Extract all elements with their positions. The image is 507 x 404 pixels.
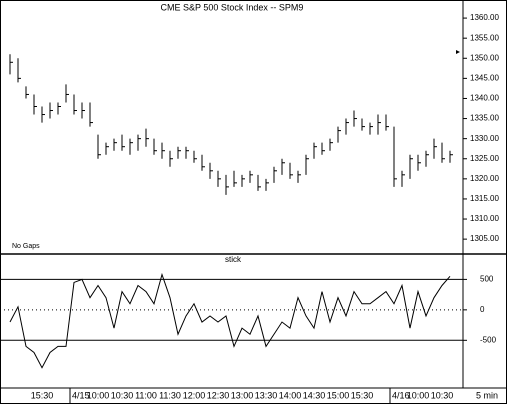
y-tick-label: 1305.00 (470, 234, 499, 243)
x-tick-label: 11:30 (159, 390, 181, 400)
chart-title: CME S&P 500 Stock Index -- SPM9 (161, 2, 304, 12)
indicator-line (9, 272, 451, 369)
x-tick-label: 10:30 (431, 390, 454, 400)
y-tick-label: 1360.00 (470, 13, 499, 22)
y-tick-label: 1310.00 (470, 214, 499, 223)
panel-title: stick (225, 255, 242, 264)
x-tick-label: 14:00 (279, 390, 302, 400)
y-tick-label: 1320.00 (470, 174, 499, 183)
x-axis-unit: 5 min (476, 390, 498, 400)
note: No Gaps (12, 243, 40, 250)
x-tick-label: 15:30 (31, 390, 54, 400)
x-tick-label: 13:00 (231, 390, 254, 400)
y-tick-label: 0 (480, 305, 485, 314)
y-tick-label: 1330.00 (470, 134, 499, 143)
y-tick-label: 1315.00 (470, 194, 499, 203)
last-price-arrow (456, 50, 460, 54)
y-tick-label: 500 (480, 275, 494, 284)
y-tick-label: 1345.00 (470, 73, 499, 82)
y-tick-label: 1350.00 (470, 53, 499, 62)
x-tick-label: 10:30 (111, 390, 134, 400)
x-tick-label: 12:00 (183, 390, 206, 400)
x-tick-label: 10:00 (87, 390, 110, 400)
x-tick-label: 15:00 (327, 390, 350, 400)
x-tick-label: 15:30 (351, 390, 374, 400)
x-tick-label: 11:00 (135, 390, 157, 400)
y-tick-label: -500 (480, 335, 497, 344)
y-tick-label: 1340.00 (470, 94, 499, 103)
y-tick-label: 1355.00 (470, 33, 499, 42)
x-tick-label: 12:30 (207, 390, 230, 400)
x-tick-label: 14:30 (303, 390, 326, 400)
x-tick-label: 4/16 (392, 390, 410, 400)
y-tick-label: 1335.00 (470, 114, 499, 123)
x-tick-label: 4/15 (72, 390, 90, 400)
y-tick-label: 1325.00 (470, 154, 499, 163)
x-tick-label: 13:30 (255, 390, 278, 400)
x-tick-label: 10:00 (407, 390, 430, 400)
